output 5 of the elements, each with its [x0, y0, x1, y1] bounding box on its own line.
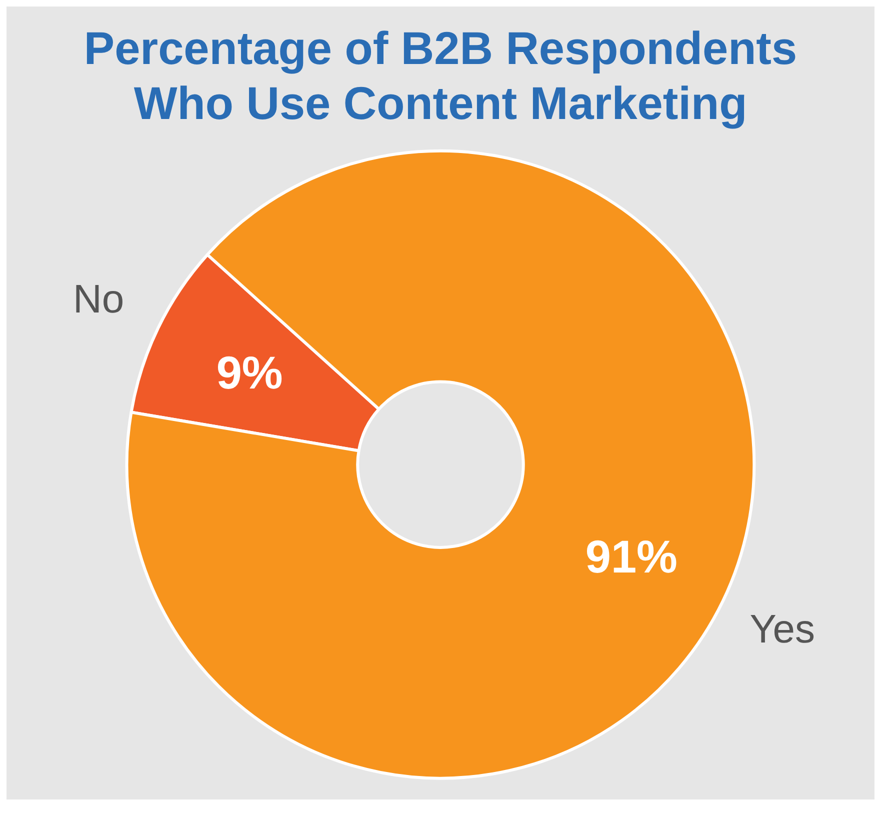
data-label: 9%: [216, 346, 283, 398]
slice-label: Yes: [750, 608, 816, 652]
chart-title: Percentage of B2B Respondents Who Use Content Marketing: [84, 22, 798, 130]
slice-label: No: [73, 278, 124, 322]
data-label: 91%: [585, 530, 678, 583]
